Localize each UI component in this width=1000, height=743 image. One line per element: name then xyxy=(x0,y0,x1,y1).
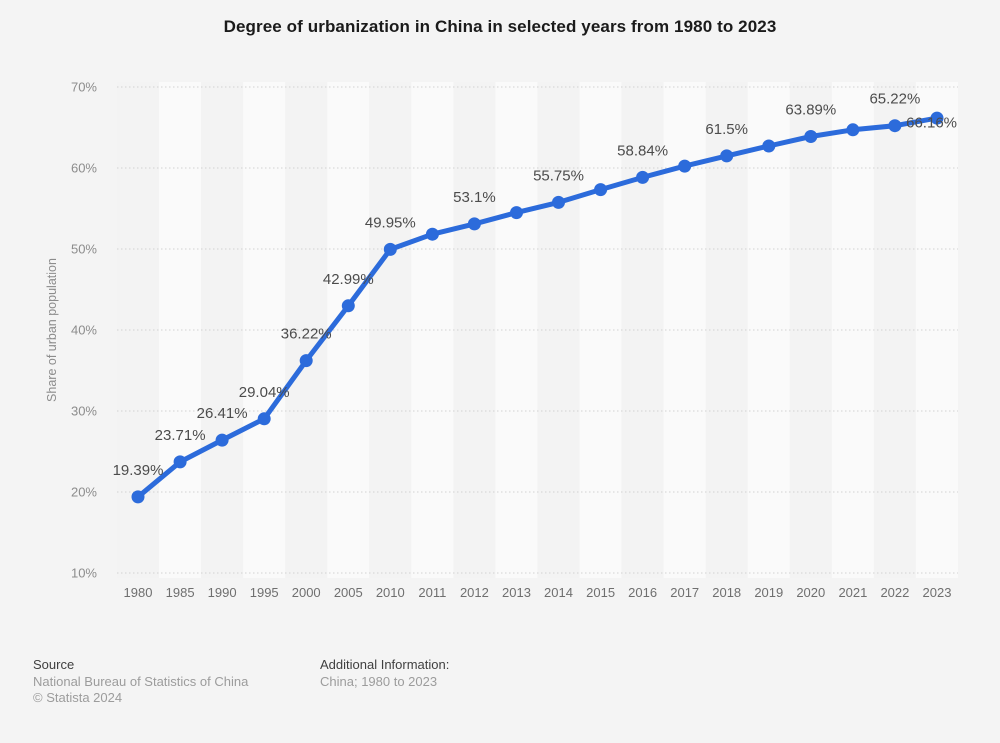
x-tick-label: 2022 xyxy=(880,585,909,600)
x-tick-label: 2021 xyxy=(838,585,867,600)
data-point[interactable] xyxy=(131,490,145,504)
series-line xyxy=(135,115,940,500)
y-tick-label: 60% xyxy=(71,161,97,176)
data-point-label: 61.5% xyxy=(705,121,748,138)
data-point-label: 49.95% xyxy=(365,214,416,231)
additional-info-block: Additional Information: China; 1980 to 2… xyxy=(320,657,449,690)
data-point[interactable] xyxy=(930,111,944,125)
data-point-label: 58.84% xyxy=(617,142,668,159)
data-point[interactable] xyxy=(383,242,397,256)
x-tick-label: 2017 xyxy=(670,585,699,600)
column-band xyxy=(873,82,916,578)
x-tick-label: 1985 xyxy=(166,585,195,600)
column-band xyxy=(789,82,832,578)
source-block: Source National Bureau of Statistics of … xyxy=(33,657,248,706)
data-point[interactable] xyxy=(762,139,776,153)
column-band xyxy=(705,82,748,578)
x-tick-label: 2023 xyxy=(923,585,952,600)
data-point-label: 53.1% xyxy=(453,189,496,206)
data-point[interactable] xyxy=(552,195,565,209)
column-band xyxy=(579,82,622,578)
x-tick-label: 2014 xyxy=(544,585,573,600)
data-point[interactable] xyxy=(636,170,650,184)
source-heading: Source xyxy=(33,657,75,672)
data-point[interactable] xyxy=(299,354,313,368)
column-band xyxy=(915,82,958,578)
data-point-label: 19.39% xyxy=(113,462,164,479)
x-tick-label: 2016 xyxy=(628,585,657,600)
data-point[interactable] xyxy=(510,206,523,220)
x-tick-label: 2013 xyxy=(502,585,531,600)
chart-title: Degree of urbanization in China in selec… xyxy=(223,17,777,36)
y-tick-label: 70% xyxy=(71,80,97,95)
data-point[interactable] xyxy=(173,455,187,469)
source-name: National Bureau of Statistics of China xyxy=(33,674,249,689)
y-tick-label: 20% xyxy=(71,485,97,500)
y-tick-label: 30% xyxy=(71,404,97,419)
data-point-label: 26.41% xyxy=(197,405,248,422)
x-tick-label: 2011 xyxy=(418,585,446,600)
x-tick-label: 2020 xyxy=(796,585,825,600)
column-band xyxy=(747,82,790,578)
x-tick-label: 1980 xyxy=(124,585,153,600)
data-point[interactable] xyxy=(467,217,481,231)
data-point-label: 29.04% xyxy=(239,384,290,401)
x-tick-label: 2012 xyxy=(460,585,489,600)
data-point-label: 55.75% xyxy=(533,167,584,184)
data-point[interactable] xyxy=(257,412,271,426)
x-tick-label: 1990 xyxy=(208,585,237,600)
data-point-label: 42.99% xyxy=(323,271,374,288)
data-point[interactable] xyxy=(720,149,734,163)
x-tick-label: 2000 xyxy=(292,585,321,600)
data-point[interactable] xyxy=(804,130,818,143)
line-chart: 70% 60% 50% 40% 30% 20% 10% 1980 1985 1990 1995 200… xyxy=(71,80,958,600)
data-point-label: 36.22% xyxy=(281,326,332,343)
x-tick-label: 2019 xyxy=(754,585,783,600)
data-point[interactable] xyxy=(425,227,439,241)
data-point[interactable] xyxy=(846,123,860,137)
copyright: © Statista 2024 xyxy=(33,690,123,705)
y-tick-label: 50% xyxy=(71,242,97,257)
data-point-label: 66.16% xyxy=(906,115,957,132)
column-band xyxy=(621,82,664,578)
y-tick-label: 10% xyxy=(71,566,97,581)
data-point[interactable] xyxy=(215,433,229,447)
additional-info-value: China; 1980 to 2023 xyxy=(320,674,438,689)
y-tick-label: 40% xyxy=(71,323,97,338)
x-tick-label: 2015 xyxy=(586,585,615,600)
data-point[interactable] xyxy=(888,119,902,133)
data-point-label: 63.89% xyxy=(785,102,836,119)
data-point-label: 23.71% xyxy=(155,427,206,444)
data-point[interactable] xyxy=(594,183,608,197)
x-tick-label: 2010 xyxy=(376,585,405,600)
data-point[interactable] xyxy=(341,299,355,313)
x-tick-label: 2018 xyxy=(712,585,741,600)
x-tick-label: 1995 xyxy=(250,585,279,600)
column-band xyxy=(831,82,874,578)
x-tick-label: 2005 xyxy=(334,585,363,600)
additional-info-heading: Additional Information: xyxy=(320,657,450,672)
data-point-label: 65.22% xyxy=(869,91,920,108)
column-band xyxy=(537,82,580,578)
data-point[interactable] xyxy=(678,159,692,173)
